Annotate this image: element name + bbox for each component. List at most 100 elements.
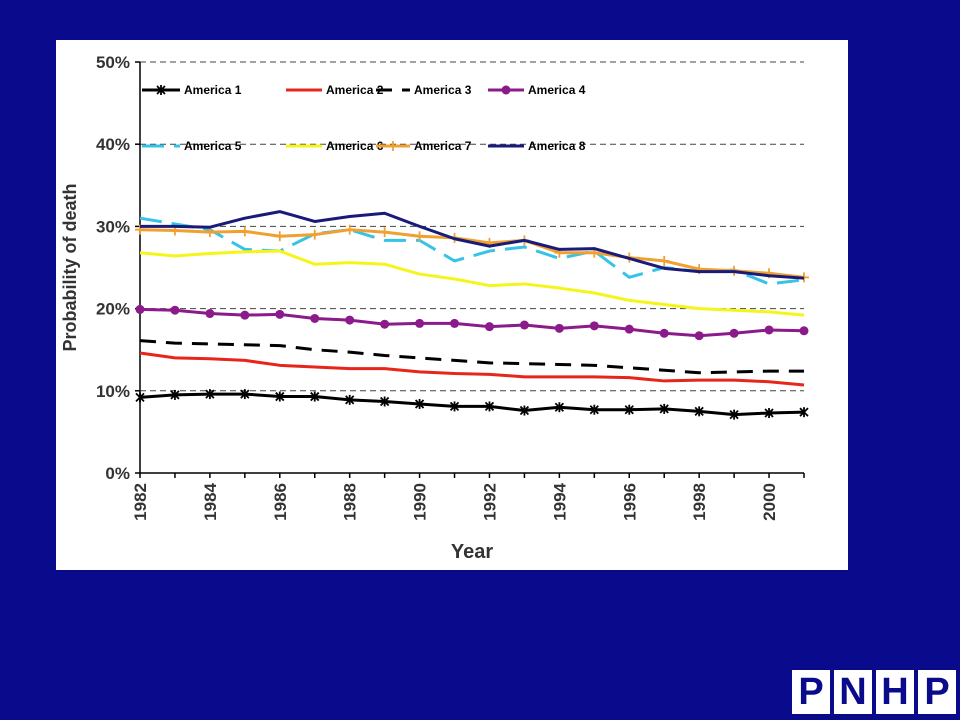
- data-point: [240, 389, 250, 400]
- data-point: [205, 309, 215, 319]
- data-point: [345, 394, 355, 405]
- data-point: [694, 331, 704, 341]
- data-point: [799, 326, 809, 336]
- data-point: [240, 310, 250, 320]
- data-point: [310, 313, 320, 323]
- y-tick-label: 10%: [96, 382, 130, 401]
- data-point: [519, 405, 530, 416]
- data-point: [275, 391, 285, 402]
- data-point: [310, 391, 320, 402]
- legend-label: America 8: [528, 139, 586, 153]
- y-tick-label: 0%: [105, 464, 130, 483]
- legend-item: America 2: [286, 83, 384, 97]
- series-america-4: [135, 304, 809, 341]
- data-point: [764, 325, 774, 335]
- data-point: [484, 322, 494, 332]
- x-tick-label: 1994: [550, 482, 569, 520]
- legend-item: America 1: [142, 83, 242, 97]
- y-tick-label: 30%: [96, 217, 130, 236]
- logo-letter-p1: P: [792, 670, 830, 714]
- data-point: [205, 389, 215, 400]
- data-point: [729, 409, 739, 420]
- data-point: [764, 407, 774, 418]
- x-tick-label: 1982: [131, 483, 150, 521]
- series-line: [140, 210, 805, 280]
- logo-letter-p2: P: [918, 670, 956, 714]
- data-point: [659, 328, 669, 338]
- data-point: [170, 389, 180, 400]
- series-line: [139, 307, 805, 338]
- legend: America 1 America 2 America 3 America 4 Amer…: [142, 83, 586, 153]
- series-line: [139, 339, 804, 375]
- data-point: [239, 226, 250, 237]
- x-axis-title: Year: [451, 541, 493, 563]
- y-tick-label: 40%: [96, 135, 130, 154]
- data-point: [729, 328, 739, 338]
- data-point: [414, 398, 425, 409]
- data-point: [415, 318, 425, 328]
- legend-item: America 7: [376, 139, 472, 153]
- x-tick-label: 1988: [341, 483, 360, 521]
- x-tick-label: 1996: [620, 483, 639, 521]
- data-point: [799, 407, 809, 418]
- gridlines: [140, 61, 804, 392]
- data-point: [554, 402, 565, 413]
- series-line: [139, 392, 805, 417]
- data-point: [450, 318, 460, 328]
- legend-marker: [501, 85, 511, 95]
- data-point: [554, 323, 564, 333]
- series-america-3: [139, 339, 804, 375]
- data-point: [484, 401, 495, 412]
- x-tick-label: 1992: [480, 483, 499, 521]
- data-point: [379, 227, 390, 238]
- data-point: [589, 404, 599, 415]
- series-lines: [135, 210, 809, 420]
- data-point: [380, 319, 390, 329]
- chart-panel: 0% 10% 20% 30% 40% 50% 1982 1984 1986 1988 1990 199…: [56, 40, 848, 570]
- axis-labels: Year Probability of death: [60, 183, 493, 563]
- data-point: [170, 305, 180, 315]
- series-line: [139, 249, 805, 317]
- legend-label: America 2: [326, 83, 384, 97]
- legend-label: America 7: [414, 139, 472, 153]
- line-chart: 0% 10% 20% 30% 40% 50% 1982 1984 1986 1988 1990 199…: [60, 53, 809, 563]
- series-america-8: [140, 210, 805, 280]
- legend-marker: [388, 141, 398, 151]
- legend-label: America 5: [184, 139, 242, 153]
- legend-item: America 4: [488, 83, 586, 97]
- logo-letter-h: H: [876, 670, 914, 714]
- series-line: [139, 228, 805, 279]
- data-point: [379, 396, 390, 407]
- legend-marker: [156, 85, 166, 95]
- logo-letter-n: N: [834, 670, 872, 714]
- legend-label: America 4: [528, 83, 586, 97]
- axes: 0% 10% 20% 30% 40% 50% 1982 1984 1986 1988 1990 199…: [96, 53, 805, 521]
- data-point: [204, 227, 215, 238]
- data-point: [624, 324, 634, 334]
- series-america-2: [139, 351, 805, 387]
- data-point: [659, 403, 669, 414]
- legend-item: America 5: [142, 139, 242, 153]
- y-tick-label: 50%: [96, 53, 130, 72]
- x-tick-label: 2000: [760, 483, 779, 521]
- data-point: [449, 401, 460, 412]
- data-point: [519, 320, 529, 330]
- y-axis-title: Probability of death: [60, 183, 80, 351]
- series-america-1: [135, 389, 809, 420]
- legend-item: America 6: [286, 139, 384, 153]
- data-point: [309, 229, 320, 240]
- legend-item: America 3: [376, 83, 472, 97]
- x-tick-label: 1998: [690, 483, 709, 521]
- legend-item: America 8: [488, 139, 586, 153]
- series-america-6: [139, 249, 805, 317]
- data-point: [135, 392, 145, 403]
- series-line: [139, 351, 805, 387]
- x-tick-label: 1984: [201, 482, 220, 520]
- data-point: [694, 406, 704, 417]
- x-tick-label: 1986: [271, 483, 290, 521]
- data-point: [624, 404, 634, 415]
- data-point: [344, 224, 355, 235]
- data-point: [135, 304, 145, 314]
- data-point: [414, 231, 425, 242]
- y-tick-label: 20%: [96, 300, 130, 319]
